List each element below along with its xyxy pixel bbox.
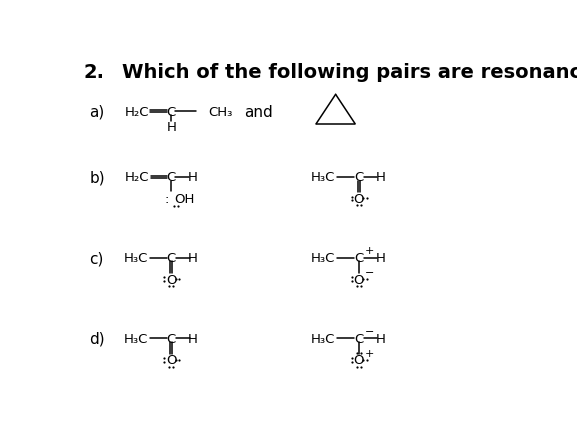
Text: a): a) (89, 105, 104, 119)
Text: H₃C: H₃C (123, 332, 148, 345)
Text: :: : (164, 192, 169, 205)
Text: O: O (354, 354, 364, 367)
Text: O: O (166, 354, 177, 367)
Text: H: H (188, 251, 198, 264)
Text: +: + (365, 348, 374, 358)
Text: 2.: 2. (84, 63, 105, 82)
Text: OH: OH (174, 192, 195, 205)
Text: C: C (167, 105, 176, 118)
Text: C: C (167, 251, 176, 264)
Text: H: H (188, 332, 198, 345)
Text: +: + (365, 245, 374, 255)
Text: H₂C: H₂C (125, 171, 149, 184)
Text: Which of the following pairs are resonance structures?_: Which of the following pairs are resonan… (122, 63, 577, 83)
Text: H: H (376, 332, 385, 345)
Text: CH₃: CH₃ (208, 105, 233, 118)
Text: H₃C: H₃C (311, 251, 336, 264)
Text: C: C (354, 332, 364, 345)
Text: H: H (166, 121, 176, 134)
Text: d): d) (89, 331, 105, 346)
Text: H: H (188, 171, 197, 184)
Text: O: O (354, 192, 364, 205)
Text: H: H (376, 251, 385, 264)
Text: H₃C: H₃C (311, 332, 336, 345)
Text: C: C (167, 332, 176, 345)
Text: C: C (167, 171, 176, 184)
Text: and: and (244, 105, 273, 119)
Text: H₃C: H₃C (123, 251, 148, 264)
Text: −: − (365, 326, 374, 336)
Text: C: C (354, 171, 364, 184)
Text: b): b) (89, 170, 105, 185)
Text: −: − (365, 268, 374, 278)
Text: H₂C: H₂C (125, 105, 149, 118)
Text: C: C (354, 251, 364, 264)
Text: O: O (354, 273, 364, 286)
Text: O: O (166, 273, 177, 286)
Text: H₃C: H₃C (311, 171, 336, 184)
Text: c): c) (89, 250, 103, 266)
Text: H: H (376, 171, 385, 184)
